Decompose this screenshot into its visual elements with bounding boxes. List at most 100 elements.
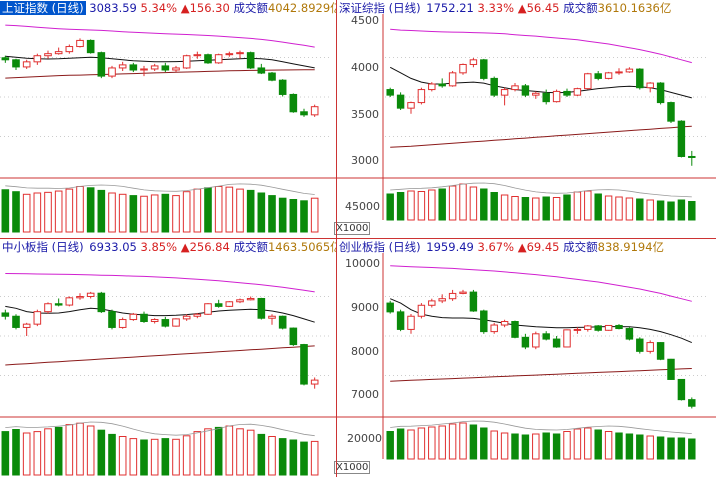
candle-down [677,120,686,157]
index-name[interactable]: 中小板指 (日线) [2,240,84,254]
candle-up [428,300,436,306]
volume-bar-up [584,427,592,460]
volume-bar-up [500,432,509,460]
volume-bar-down [289,199,298,233]
volume-bar-up [76,186,84,233]
index-name[interactable]: 上证指数 (日线) [0,1,86,15]
volume-bar-down [161,193,170,233]
panel-shenzhen[interactable]: 深证综指 (日线) 1752.21 3.33% ▲56.45 成交额3610.1… [334,0,716,238]
candle-down [480,310,488,333]
candle-up [469,59,478,65]
volume-ma-line [390,182,692,198]
candle-down [396,311,405,330]
candle-up [646,82,654,89]
candle-down [204,54,212,64]
candle-up [563,329,571,348]
y-tick-label: 10000 [345,257,380,270]
candle-down [214,303,223,307]
candle-up [236,52,244,55]
change-value: ▲156.30 [180,1,230,15]
volume-bar-down [521,197,530,221]
volume-bar-up [236,188,244,233]
candle-up [573,88,582,96]
candle-up [65,46,74,53]
volume-bar-up [552,197,561,221]
price-chart[interactable] [0,239,336,477]
candle-down [129,64,138,71]
candle-down [386,89,394,96]
panel-shanghai[interactable]: 上证指数 (日线) 3083.59 5.34% ▲156.30 成交额4042.… [0,0,342,238]
price-chart[interactable] [337,239,716,477]
change-value: ▲69.45 [517,240,560,254]
volume-bar-down [246,189,255,233]
volume-bar-up [236,428,244,476]
volume-bar-up [204,428,212,476]
candle-down [688,155,696,158]
volume-bar-down [54,426,63,476]
candle-up [584,325,592,330]
volume-bar-down [278,438,287,476]
ma-long-line [390,368,692,382]
volume-bar-down [1,189,10,233]
candle-down [480,59,488,79]
volume-bar-down [300,441,308,476]
candle-up [310,106,319,116]
volume-bar-down [594,429,602,460]
volume-bar-up [584,190,592,221]
index-name[interactable]: 创业板指 (日线) [339,240,421,254]
volume-bar-down [97,189,106,233]
volume-bar-up [118,436,127,476]
candle-up [438,298,446,302]
candle-up [407,315,415,330]
volume-bar-down [108,433,116,476]
y-tick-label: 4000 [351,61,379,74]
volume-bar-down [667,201,675,221]
volume-bar-up [172,438,180,476]
candle-up [33,55,42,63]
candle-down [636,338,644,352]
candle-down [289,93,298,113]
candle-down [1,312,10,317]
candle-up [193,313,202,317]
y-tick-label: 3500 [351,108,379,121]
candle-up [511,85,519,91]
candle-down [268,72,276,81]
candle-down [521,85,530,96]
candle-down [490,77,498,96]
volume-bar-down [12,429,20,476]
index-name[interactable]: 深证综指 (日线) [339,1,421,15]
volume-tick-label: 20000 [347,432,382,445]
candle-down [542,333,550,340]
ma-mid-line [390,265,692,302]
candle-up [44,53,52,57]
volume-bar-up [469,186,478,221]
price-chart[interactable] [337,0,716,238]
price-chart[interactable] [0,0,336,238]
candle-up [268,315,276,319]
change-value: ▲56.45 [517,1,560,15]
panel-chinext[interactable]: 创业板指 (日线) 1959.49 3.67% ▲69.45 成交额838.91… [334,239,716,477]
candle-up [22,61,31,68]
candle-down [86,39,95,54]
turnover-value: 4042.8929亿 [267,1,342,15]
turnover-label: 成交额 [233,1,268,15]
volume-bar-down [480,427,488,460]
volume-bar-up [268,436,276,476]
volume-bar-down [667,437,675,460]
candle-up [86,292,95,297]
volume-bar-down [204,187,212,233]
candle-up [490,324,498,333]
volume-bar-up [500,194,509,221]
volume-bar-down [677,437,686,460]
volume-bar-down [542,432,550,460]
panel-smeboard[interactable]: 中小板指 (日线) 6933.05 3.85% ▲256.84 成交额1463.… [0,239,342,477]
turnover-label: 成交额 [563,1,598,15]
volume-bar-up [615,196,623,221]
volume-bar-down [438,188,446,221]
candle-up [193,54,202,57]
volume-bar-up [182,191,191,233]
volume-bar-down [257,192,266,233]
candle-down [246,52,255,69]
volume-bar-up [310,197,319,233]
candle-up [615,71,623,74]
